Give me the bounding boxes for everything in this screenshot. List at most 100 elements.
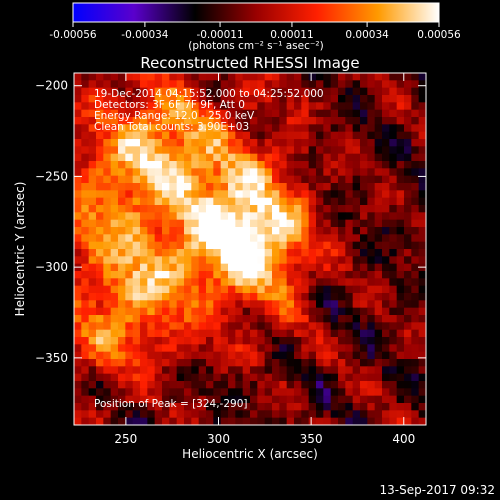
- heatmap-cell: [374, 300, 383, 309]
- annotation-time-range: 19-Dec-2014 04:15:52.000 to 04:25:52.000: [94, 88, 324, 100]
- heatmap-cell: [418, 153, 426, 162]
- heatmap-cell: [147, 271, 156, 279]
- heatmap-cell: [132, 153, 141, 162]
- heatmap-cell: [257, 322, 266, 331]
- heatmap-cell: [411, 175, 420, 184]
- heatmap-cell: [301, 351, 310, 360]
- heatmap-cell: [286, 131, 295, 140]
- heatmap-cell: [352, 183, 361, 191]
- heatmap-cell: [184, 175, 192, 184]
- heatmap-cells: [74, 73, 426, 425]
- heatmap-cell: [88, 403, 97, 411]
- heatmap-cell: [396, 131, 405, 140]
- heatmap-cell: [345, 227, 354, 235]
- heatmap-cell: [250, 395, 258, 404]
- heatmap-cell: [81, 212, 90, 221]
- heatmap-cell: [191, 80, 200, 89]
- heatmap-cell: [191, 403, 200, 411]
- heatmap-cell: [250, 168, 258, 177]
- heatmap-cell: [220, 95, 229, 103]
- heatmap-cell: [367, 351, 376, 360]
- heatmap-cell: [74, 219, 82, 228]
- heatmap-cell: [125, 249, 134, 257]
- heatmap-cell: [213, 161, 222, 169]
- heatmap-cell: [404, 249, 412, 257]
- heatmap-cell: [338, 322, 346, 331]
- heatmap-cell: [308, 351, 317, 360]
- heatmap-cell: [308, 87, 317, 96]
- heatmap-cell: [411, 410, 420, 419]
- heatmap-cell: [301, 366, 310, 375]
- heatmap-cell: [257, 293, 266, 301]
- heatmap-cell: [250, 278, 258, 287]
- heatmap-cell: [272, 263, 280, 272]
- heatmap-cell: [272, 197, 280, 206]
- heatmap-cell: [382, 381, 390, 389]
- heatmap-cell: [272, 249, 280, 257]
- heatmap-cell: [316, 183, 324, 191]
- heatmap-cell: [242, 153, 251, 162]
- heatmap-cell: [147, 366, 156, 375]
- heatmap-cell: [213, 183, 222, 191]
- heatmap-cell: [213, 234, 222, 243]
- heatmap-cell: [264, 366, 273, 375]
- x-tick-label: 300: [207, 432, 230, 446]
- heatmap-cell: [323, 403, 332, 411]
- heatmap-cell: [154, 197, 163, 206]
- heatmap-cell: [345, 205, 354, 213]
- heatmap-cell: [264, 388, 273, 397]
- heatmap-cell: [191, 124, 200, 133]
- heatmap-cell: [264, 161, 273, 169]
- heatmap-cell: [140, 417, 148, 425]
- heatmap-cell: [352, 227, 361, 235]
- heatmap-cell: [338, 300, 346, 309]
- heatmap-cell: [301, 256, 310, 265]
- heatmap-cell: [316, 256, 324, 265]
- heatmap-cell: [389, 315, 398, 323]
- heatmap-cell: [169, 381, 178, 389]
- heatmap-cell: [330, 410, 339, 419]
- heatmap-cell: [294, 73, 302, 81]
- heatmap-cell: [110, 300, 119, 309]
- heatmap-cell: [264, 139, 273, 147]
- heatmap-cell: [294, 315, 302, 323]
- heatmap-cell: [411, 87, 420, 96]
- heatmap-cell: [360, 153, 368, 162]
- heatmap-cell: [352, 197, 361, 206]
- heatmap-cell: [411, 344, 420, 353]
- heatmap-cell: [345, 329, 354, 338]
- heatmap-cell: [147, 168, 156, 177]
- heatmap-cell: [169, 80, 178, 89]
- heatmap-cell: [154, 146, 163, 155]
- heatmap-cell: [396, 139, 405, 147]
- heatmap-cell: [286, 263, 295, 272]
- heatmap-cell: [279, 219, 288, 228]
- heatmap-cell: [213, 395, 222, 404]
- heatmap-cell: [228, 131, 236, 140]
- heatmap-cell: [235, 234, 244, 243]
- heatmap-cell: [382, 300, 390, 309]
- heatmap-cell: [81, 388, 90, 397]
- heatmap-cell: [125, 146, 134, 155]
- heatmap-cell: [169, 359, 178, 367]
- heatmap-cell: [345, 300, 354, 309]
- heatmap-cell: [316, 80, 324, 89]
- heatmap-cell: [301, 344, 310, 353]
- heatmap-cell: [396, 183, 405, 191]
- heatmap-cell: [301, 175, 310, 184]
- heatmap-cell: [264, 190, 273, 199]
- heatmap-cell: [132, 175, 141, 184]
- heatmap-cell: [352, 271, 361, 279]
- heatmap-cell: [389, 322, 398, 331]
- heatmap-cell: [411, 373, 420, 382]
- heatmap-cell: [110, 241, 119, 250]
- heatmap-cell: [389, 278, 398, 287]
- heatmap-cell: [330, 329, 339, 338]
- heatmap-cell: [198, 373, 207, 382]
- heatmap-cell: [206, 117, 214, 125]
- heatmap-cell: [198, 197, 207, 206]
- heatmap-cell: [345, 388, 354, 397]
- heatmap-cell: [213, 102, 222, 111]
- heatmap-cell: [125, 80, 134, 89]
- heatmap-cell: [418, 168, 426, 177]
